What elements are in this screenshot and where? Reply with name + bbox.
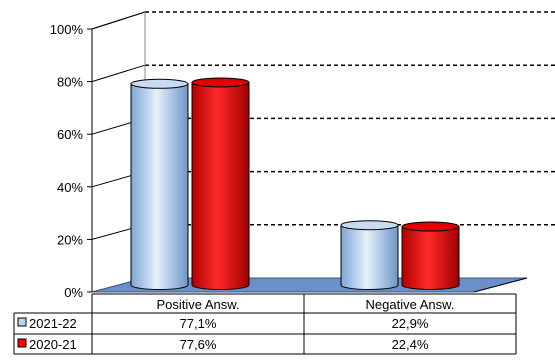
- data-label: 77,1%: [180, 316, 217, 331]
- bar-body: [340, 224, 399, 290]
- bar-body: [191, 81, 250, 290]
- bar-top: [340, 220, 399, 231]
- data-table: Positive Answ. Negative Answ. 2021-22 77,1%…: [13, 277, 528, 355]
- gridline-side: [91, 11, 146, 30]
- table-header-positive: Positive Answ.: [156, 297, 239, 312]
- bar-top: [401, 221, 460, 232]
- table-header-negative: Negative Answ.: [366, 297, 455, 312]
- data-label: 22,9%: [392, 316, 429, 331]
- data-label: 77,6%: [180, 337, 217, 352]
- legend-swatch: [17, 317, 27, 327]
- bars: [130, 77, 460, 290]
- legend-swatch: [17, 338, 27, 348]
- bar-2020-21-Negative Answ.: [401, 221, 460, 290]
- y-tick-label: 20%: [57, 232, 83, 247]
- y-tick-label: 40%: [57, 180, 83, 195]
- y-axis-ticks: 0% 20% 40% 60% 80% 100%: [50, 22, 92, 300]
- legend-label: 2020-21: [29, 337, 77, 352]
- legend-label: 2021-22: [29, 316, 77, 331]
- bar-body: [130, 83, 189, 290]
- bar-top: [130, 78, 189, 89]
- floor-edge: [473, 277, 528, 293]
- bar-2021-22-Positive Answ.: [130, 78, 189, 290]
- bar-2020-21-Positive Answ.: [191, 77, 250, 290]
- bar-body: [401, 226, 460, 290]
- y-tick-label: 100%: [50, 22, 84, 37]
- bar-2021-22-Negative Answ.: [340, 220, 399, 290]
- gridline-side: [91, 64, 146, 83]
- bar-top: [191, 77, 250, 88]
- y-tick-label: 60%: [57, 127, 83, 142]
- data-label: 22,4%: [392, 337, 429, 352]
- y-tick-label: 0%: [64, 285, 83, 300]
- y-tick-label: 80%: [57, 75, 83, 90]
